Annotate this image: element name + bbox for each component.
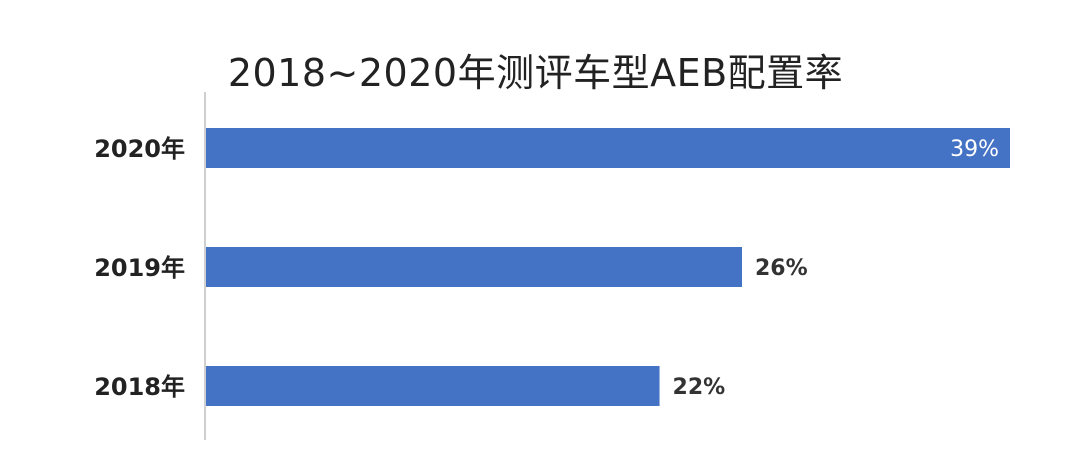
bar-2: [206, 366, 660, 406]
category-label-1: 2019年: [94, 254, 185, 282]
chart-title: 2018~2020年测评车型AEB配置率: [227, 51, 844, 95]
category-label-2: 2018年: [94, 373, 185, 401]
data-label-0: 39%: [950, 137, 999, 162]
category-label-0: 2020年: [94, 135, 185, 163]
bar-1: [206, 247, 742, 287]
data-label-1: 26%: [755, 256, 808, 281]
data-label-2: 22%: [673, 375, 726, 400]
bar-0: [206, 128, 1010, 168]
